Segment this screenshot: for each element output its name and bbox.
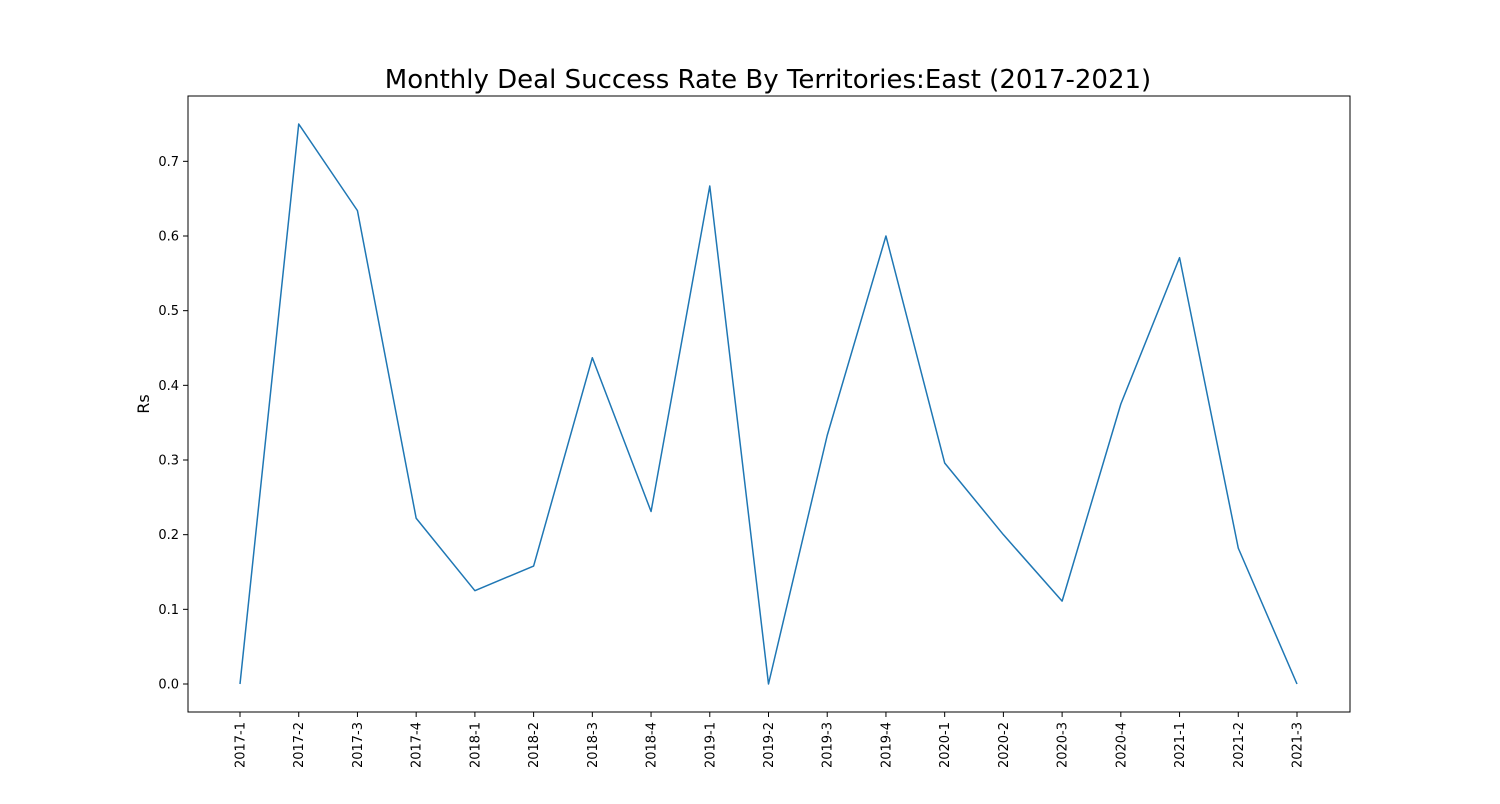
x-tick-label: 2021-2 xyxy=(1232,722,1247,768)
x-tick-label: 2018-1 xyxy=(468,722,483,768)
y-tick-label: 0.6 xyxy=(158,230,179,245)
y-tick-label: 0.1 xyxy=(158,603,179,618)
plot-frame xyxy=(187,95,1351,713)
y-tick-label: 0.0 xyxy=(158,678,179,693)
y-tick-label: 0.5 xyxy=(158,304,179,319)
x-tick-label: 2020-4 xyxy=(1114,722,1129,768)
x-tick-label: 2018-4 xyxy=(645,722,660,768)
plot-area: 0.0 0.1 0.2 0.3 0.4 0.5 0.6 0.7 2017-1 2017-2 2017… xyxy=(158,95,1351,768)
x-tick-label: 2021-1 xyxy=(1173,722,1188,768)
x-tick-label: 2017-4 xyxy=(410,722,425,768)
x-tick-label: 2017-3 xyxy=(351,722,366,768)
x-tick-label: 2017-2 xyxy=(292,722,307,768)
x-tick-label: 2019-2 xyxy=(762,722,777,768)
x-tick-label: 2019-1 xyxy=(703,722,718,768)
x-tick-label: 2020-3 xyxy=(1056,722,1071,768)
series-line xyxy=(239,123,1298,685)
x-tick-label: 2017-1 xyxy=(234,722,249,768)
chart-title: Monthly Deal Success Rate By Territories… xyxy=(385,65,1151,95)
x-tick-label: 2019-3 xyxy=(821,722,836,768)
y-tick-label: 0.4 xyxy=(158,379,179,394)
y-tick-label: 0.3 xyxy=(158,454,179,469)
y-tick-label: 0.2 xyxy=(158,528,179,543)
y-axis-label: Rs xyxy=(134,394,153,413)
x-tick-label: 2020-2 xyxy=(997,722,1012,768)
x-tick-label: 2018-3 xyxy=(586,722,601,768)
y-tick-label: 0.7 xyxy=(158,155,179,170)
x-tick-label: 2021-3 xyxy=(1291,722,1306,768)
x-tick-label: 2019-4 xyxy=(879,722,894,768)
x-tick-label: 2018-2 xyxy=(527,722,542,768)
x-tick-label: 2020-1 xyxy=(938,722,953,768)
